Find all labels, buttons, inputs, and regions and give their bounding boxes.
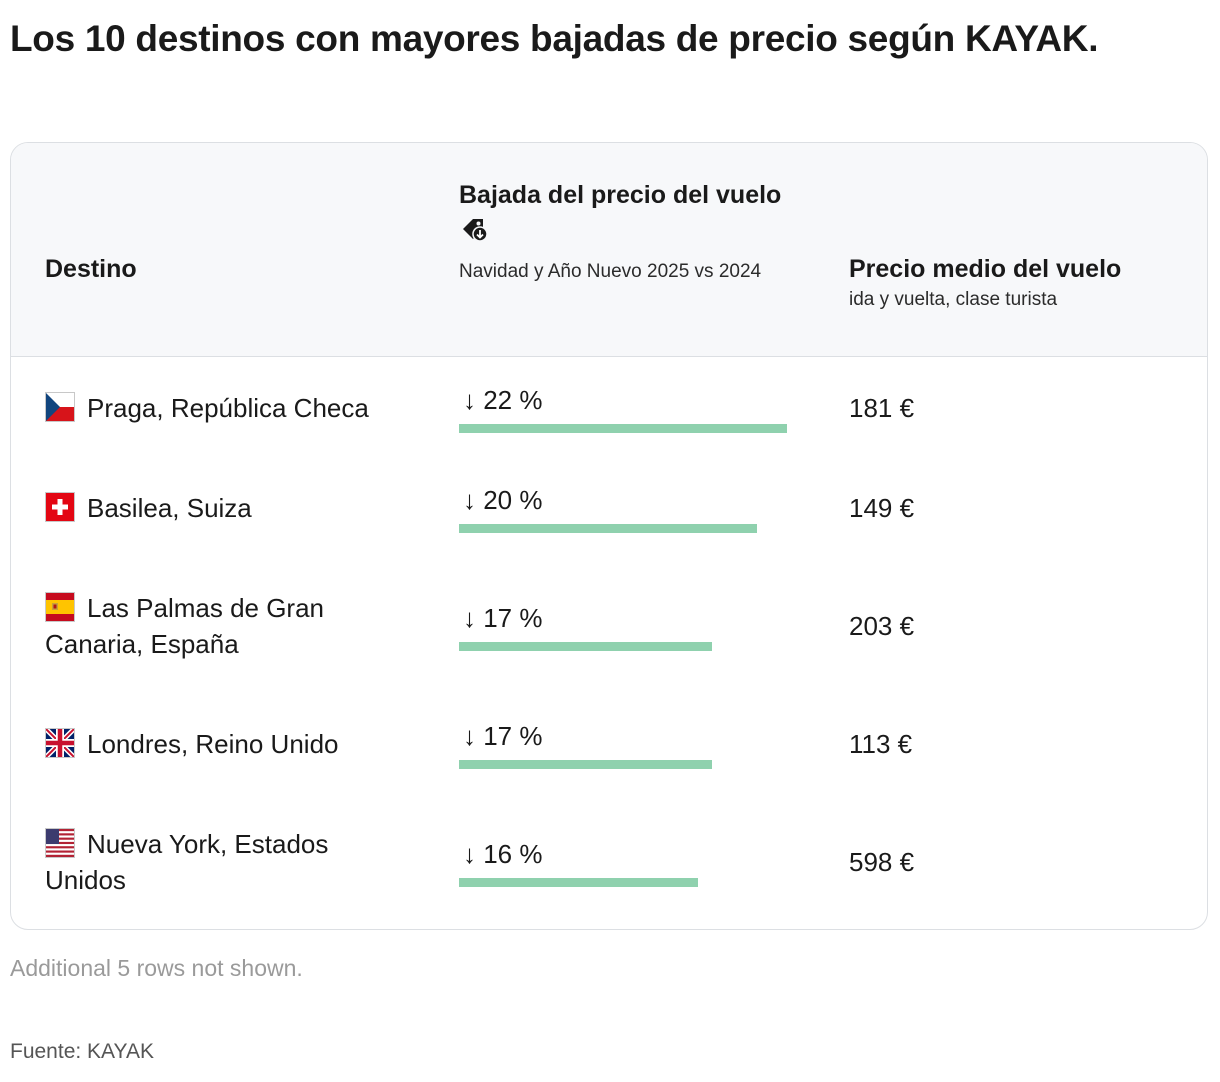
table-header: Destino Bajada del precio del vuelo Navi… (11, 143, 1207, 357)
rows-not-shown-note: Additional 5 rows not shown. (10, 955, 303, 981)
precio-label: 149 € (849, 493, 915, 523)
page-title: Los 10 destinos con mayores bajadas de p… (10, 18, 1099, 59)
data-table: Destino Bajada del precio del vuelo Navi… (10, 142, 1208, 930)
uk-flag-icon (45, 728, 75, 758)
source-label: Fuente: KAYAK (10, 1040, 154, 1063)
bajada-bar (459, 642, 713, 651)
destino-label: Londres, Reino Unido (87, 729, 339, 759)
bajada-bar (459, 424, 787, 433)
spain-flag-icon (45, 592, 75, 622)
destino-cell: Basilea, Suiza (45, 490, 405, 526)
precio-label: 598 € (849, 847, 915, 877)
swiss-flag-icon (45, 492, 75, 522)
destino-label: Basilea, Suiza (87, 493, 252, 523)
bajada-bar (459, 760, 713, 769)
precio-label: 181 € (849, 393, 915, 423)
czech-flag-icon (45, 392, 75, 422)
destino-cell: Nueva York, Estados Unidos (45, 826, 405, 898)
destino-label: Nueva York, Estados Unidos (45, 829, 329, 895)
bajada-bar (459, 524, 758, 533)
bajada-label: ↓ 22 % (463, 385, 543, 415)
header-precio-subtitle: ida y vuelta, clase turista (849, 289, 1058, 310)
header-bajada: Bajada del precio del vuelo Navidad y Añ… (459, 177, 799, 290)
bajada-label: ↓ 17 % (463, 603, 543, 633)
header-bajada-subtitle: Navidad y Año Nuevo 2025 vs 2024 (459, 261, 762, 282)
destino-cell: Londres, Reino Unido (45, 726, 405, 762)
bajada-label: ↓ 20 % (463, 485, 543, 515)
header-destino: Destino (45, 255, 137, 283)
destino-label: Las Palmas de Gran Canaria, España (45, 593, 325, 659)
header-precio: Precio medio del vuelo ida y vuelta, cla… (849, 253, 1121, 315)
usa-flag-icon (45, 828, 75, 858)
precio-label: 203 € (849, 611, 915, 641)
precio-label: 113 € (849, 729, 913, 759)
destino-cell: Las Palmas de Gran Canaria, España (45, 590, 405, 662)
bajada-bar (459, 878, 698, 887)
header-bajada-title: Bajada del precio del vuelo (459, 181, 782, 209)
price-tag-icon (461, 217, 489, 253)
bajada-label: ↓ 16 % (463, 839, 543, 869)
header-precio-title: Precio medio del vuelo (849, 255, 1122, 283)
destino-cell: Praga, República Checa (45, 390, 405, 426)
bajada-label: ↓ 17 % (463, 721, 543, 751)
destino-label: Praga, República Checa (87, 393, 369, 423)
